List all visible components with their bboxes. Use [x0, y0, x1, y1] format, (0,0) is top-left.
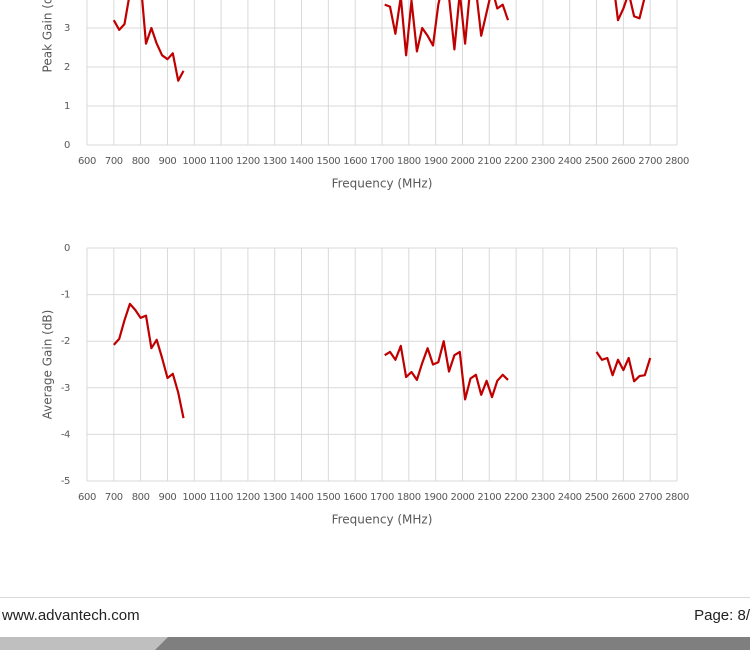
y-tick-label: -1: [61, 290, 70, 301]
x-tick-label: 2200: [504, 156, 528, 167]
footer-website: www.advantech.com: [1, 607, 140, 624]
x-tick-label: 1000: [182, 492, 206, 503]
x-tick-label: 900: [159, 492, 177, 503]
x-tick-label: 2600: [611, 492, 635, 503]
x-tick-label: 1200: [236, 156, 260, 167]
x-tick-label: 1700: [370, 156, 394, 167]
x-axis-title: Frequency (MHz): [332, 177, 433, 191]
x-tick-label: 1400: [290, 492, 314, 503]
x-tick-label: 2400: [558, 156, 582, 167]
x-tick-label: 1300: [263, 492, 287, 503]
y-tick-label: -4: [61, 429, 70, 440]
x-tick-label: 1800: [397, 492, 421, 503]
x-tick-label: 800: [132, 492, 150, 503]
x-tick-label: 600: [78, 156, 96, 167]
y-tick-label: 3: [64, 23, 70, 34]
x-tick-label: 2500: [585, 492, 609, 503]
y-tick-label: 0: [64, 140, 70, 151]
y-tick-label: -2: [61, 336, 70, 347]
y-tick-label: -3: [61, 383, 70, 394]
x-tick-label: 1300: [263, 156, 287, 167]
y-tick-label: 0: [64, 243, 70, 254]
footer-page: Page: 8/: [694, 607, 750, 624]
x-tick-label: 2800: [665, 156, 689, 167]
x-tick-label: 2100: [477, 492, 501, 503]
x-tick-label: 1400: [290, 156, 314, 167]
x-tick-label: 2400: [558, 492, 582, 503]
x-tick-label: 1100: [209, 492, 233, 503]
x-tick-label: 600: [78, 492, 96, 503]
x-tick-label: 1800: [397, 156, 421, 167]
x-tick-label: 2700: [638, 492, 662, 503]
x-tick-label: 1900: [424, 492, 448, 503]
x-tick-label: 2800: [665, 492, 689, 503]
data-line: [112, 0, 646, 82]
x-tick-label: 2300: [531, 156, 555, 167]
x-tick-label: 1900: [424, 156, 448, 167]
x-tick-label: 2600: [611, 156, 635, 167]
x-tick-label: 900: [159, 156, 177, 167]
x-tick-label: 700: [105, 156, 123, 167]
x-tick-label: 1200: [236, 492, 260, 503]
x-tick-label: 700: [105, 492, 123, 503]
x-tick-label: 2300: [531, 492, 555, 503]
x-tick-label: 1600: [343, 492, 367, 503]
x-tick-label: 1100: [209, 156, 233, 167]
x-tick-label: 2000: [451, 156, 475, 167]
x-tick-label: 1500: [316, 156, 340, 167]
y-axis-title: Average Gain (dB): [41, 310, 55, 420]
y-tick-label: 1: [64, 101, 70, 112]
x-tick-label: 2500: [585, 156, 609, 167]
x-tick-label: 2200: [504, 492, 528, 503]
x-axis-title: Frequency (MHz): [332, 513, 433, 527]
y-tick-label: -5: [61, 476, 70, 487]
x-tick-label: 2100: [477, 156, 501, 167]
y-axis-title: Peak Gain (dB): [41, 0, 55, 72]
x-tick-label: 1600: [343, 156, 367, 167]
data-line: [112, 302, 652, 419]
x-tick-label: 1500: [316, 492, 340, 503]
x-tick-label: 800: [132, 156, 150, 167]
x-tick-label: 1700: [370, 492, 394, 503]
footer-band: [155, 637, 750, 650]
x-tick-label: 2000: [451, 492, 475, 503]
y-tick-label: 2: [64, 62, 70, 73]
x-tick-label: 2700: [638, 156, 662, 167]
x-tick-label: 1000: [182, 156, 206, 167]
